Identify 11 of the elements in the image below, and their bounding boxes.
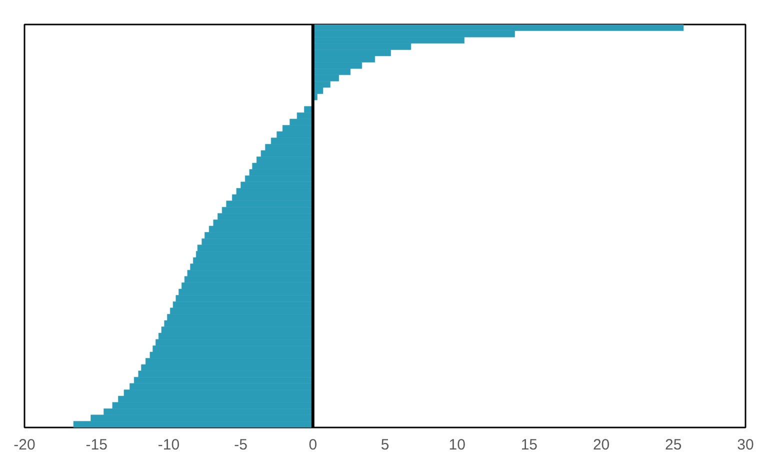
- x-tick-label: -20: [14, 436, 36, 452]
- x-tick-label: 0: [308, 436, 318, 452]
- x-tick-label: 30: [737, 436, 754, 452]
- x-tick-label: -10: [158, 436, 180, 452]
- x-tick-label: -5: [234, 436, 248, 452]
- x-tick-label: -15: [86, 436, 108, 452]
- x-tick-label: 15: [520, 436, 538, 452]
- x-tick-label: 20: [592, 436, 610, 452]
- x-tick-label: 10: [448, 436, 466, 452]
- x-tick-label: 5: [380, 436, 390, 452]
- x-tick-label: 25: [665, 436, 682, 452]
